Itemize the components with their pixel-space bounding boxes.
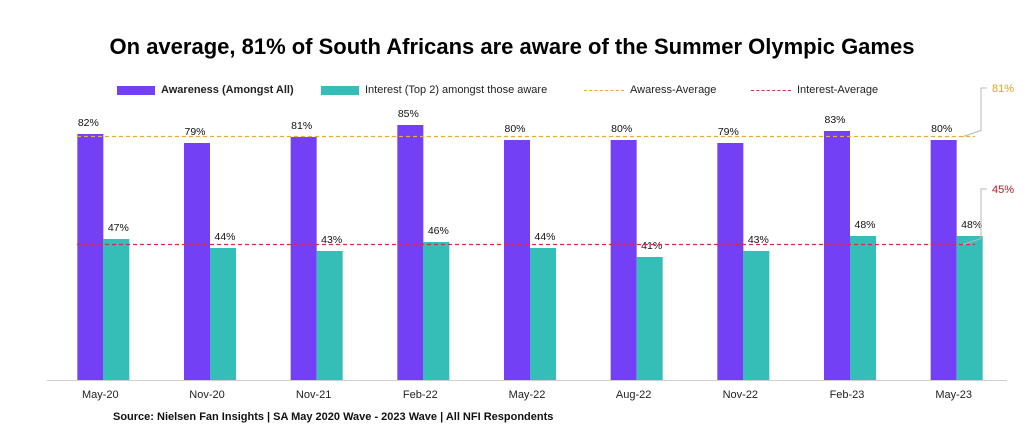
- callout-label-awareness-average: 81%: [992, 83, 1014, 95]
- bar-interest-may-20: [103, 239, 130, 380]
- chart-legend: Awareness (Amongst All) Interest (Top 2)…: [0, 84, 1024, 100]
- bar-interest-nov-21: [316, 251, 343, 380]
- x-tick-label-feb-23: Feb-23: [830, 389, 865, 401]
- bar-interest-may-22: [530, 248, 556, 380]
- bar-awareness-nov-21: [290, 137, 317, 380]
- bar-awareness-aug-22: [610, 140, 637, 380]
- callout-leader-awareness-average: [962, 87, 987, 137]
- chart-title: On average, 81% of South Africans are aw…: [109, 34, 915, 59]
- x-tick-label-may-23: May-23: [935, 389, 972, 401]
- data-label-interest-may-22: 44%: [534, 231, 555, 243]
- data-label-awareness-may-23: 80%: [931, 123, 952, 135]
- bar-interest-feb-23: [850, 236, 876, 380]
- data-label-interest-aug-22: 41%: [641, 240, 662, 252]
- data-label-awareness-feb-22: 85%: [398, 108, 419, 120]
- data-label-interest-may-20: 47%: [108, 222, 129, 234]
- legend-item-awareness: Awareness (Amongst All): [117, 84, 294, 96]
- bar-awareness-nov-22: [717, 143, 744, 380]
- source-note: Source: Nielsen Fan Insights | SA May 20…: [113, 411, 554, 423]
- bar-awareness-feb-22: [397, 125, 424, 380]
- data-label-awareness-feb-23: 83%: [824, 114, 845, 126]
- callout-label-interest-average: 45%: [992, 184, 1014, 196]
- bar-interest-aug-22: [636, 257, 663, 380]
- data-label-awareness-may-22: 80%: [504, 123, 525, 135]
- data-label-interest-nov-22: 43%: [748, 234, 769, 246]
- legend-item-awareness-average: Awaress-Average: [584, 84, 716, 96]
- data-label-awareness-nov-20: 79%: [184, 126, 205, 138]
- x-tick-label-may-22: May-22: [509, 389, 546, 401]
- legend-label-awareness: Awareness (Amongst All): [161, 84, 294, 96]
- x-tick-label-nov-21: Nov-21: [296, 389, 331, 401]
- data-label-interest-feb-23: 48%: [854, 219, 875, 231]
- data-label-interest-feb-22: 46%: [428, 225, 449, 237]
- bar-interest-feb-22: [423, 242, 450, 380]
- legend-label-interest-average: Interest-Average: [797, 84, 879, 96]
- legend-item-interest: Interest (Top 2) amongst those aware: [321, 84, 547, 96]
- x-tick-label-feb-22: Feb-22: [403, 389, 438, 401]
- x-tick-label-may-20: May-20: [82, 389, 119, 401]
- data-label-awareness-may-20: 82%: [78, 117, 99, 129]
- legend-swatch-interest: [321, 85, 359, 95]
- callout-leader-interest-average: [962, 188, 987, 245]
- legend-swatch-awareness: [117, 85, 155, 95]
- legend-label-interest: Interest (Top 2) amongst those aware: [365, 84, 548, 96]
- legend-item-interest-average: Interest-Average: [751, 84, 878, 96]
- bar-interest-nov-22: [743, 251, 770, 380]
- bar-awareness-may-20: [77, 134, 104, 380]
- bar-awareness-may-23: [930, 140, 957, 380]
- bar-interest-may-23: [956, 236, 983, 380]
- legend-label-awareness-average: Awaress-Average: [630, 84, 717, 96]
- data-label-awareness-aug-22: 80%: [611, 123, 632, 135]
- data-label-awareness-nov-22: 79%: [718, 126, 739, 138]
- data-label-interest-nov-21: 43%: [321, 234, 342, 246]
- x-tick-label-nov-20: Nov-20: [189, 389, 224, 401]
- bar-awareness-nov-20: [184, 143, 210, 380]
- bar-awareness-feb-23: [824, 131, 850, 380]
- bar-interest-nov-20: [210, 248, 236, 380]
- x-tick-label-nov-22: Nov-22: [723, 389, 758, 401]
- legend-dash-interest-average: [751, 89, 791, 91]
- data-label-interest-nov-20: 44%: [214, 231, 235, 243]
- bar-awareness-may-22: [504, 140, 530, 380]
- x-tick-label-aug-22: Aug-22: [616, 389, 651, 401]
- data-label-awareness-nov-21: 81%: [291, 120, 312, 132]
- data-label-interest-may-23: 48%: [961, 219, 982, 231]
- legend-dash-awareness-average: [584, 89, 624, 91]
